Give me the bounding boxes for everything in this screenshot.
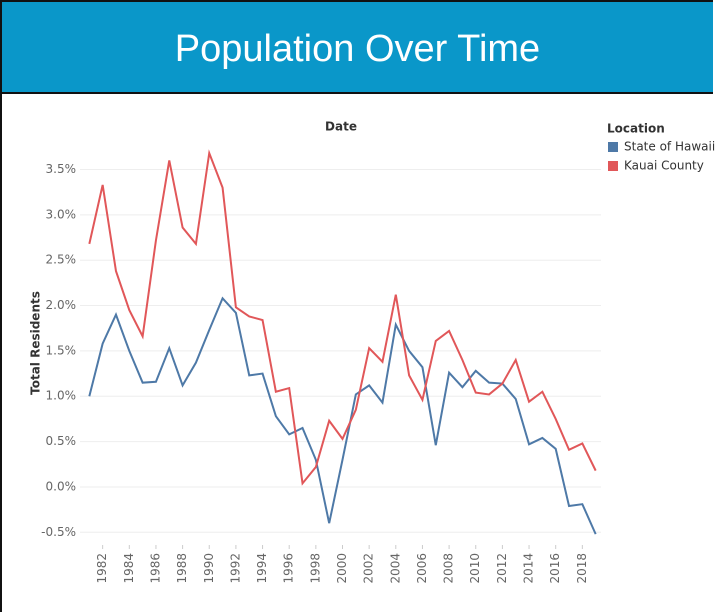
y-tick-label: 1.5% [46, 343, 77, 357]
y-tick-label: -0.5% [41, 525, 76, 539]
y-tick-label: 2.0% [46, 298, 77, 312]
x-tick-label: 2014 [522, 553, 536, 584]
x-tick-label: 1984 [122, 553, 136, 584]
x-tick-label: 1986 [148, 553, 162, 584]
y-tick-label: 1.0% [46, 389, 77, 403]
legend-label: State of Hawaii [624, 140, 715, 154]
x-tick-label: 2008 [442, 553, 456, 584]
y-tick-label: 0.5% [46, 434, 77, 448]
x-tick-label: 1998 [308, 553, 322, 584]
y-tick-label: 0.0% [46, 479, 77, 493]
series-line [88, 149, 597, 486]
y-tick-label: 3.5% [46, 162, 77, 176]
x-axis-label: Date [325, 120, 357, 134]
header-title: Population Over Time [0, 0, 713, 94]
legend-label: Kauai County [624, 159, 704, 173]
legend-swatch [608, 161, 618, 171]
x-tick-label: 2012 [495, 553, 509, 584]
border [0, 92, 2, 612]
x-tick-label: 2000 [335, 553, 349, 584]
y-tick-label: 3.0% [46, 207, 77, 221]
series-line [88, 296, 597, 535]
legend-title: Location [607, 122, 665, 136]
legend-swatch [608, 142, 618, 152]
x-tick-label: 1988 [175, 553, 189, 584]
x-tick-label: 1992 [228, 553, 242, 584]
x-tick-label: 1996 [282, 553, 296, 584]
x-tick-label: 2004 [388, 553, 402, 584]
x-tick-label: 1994 [255, 553, 269, 584]
x-tick-label: 2010 [468, 553, 482, 584]
x-tick-label: 2018 [575, 553, 589, 584]
y-tick-label: 2.5% [46, 253, 77, 267]
x-tick-label: 1982 [95, 553, 109, 584]
y-axis-label: Total Residents [29, 291, 43, 395]
x-tick-label: 2002 [362, 553, 376, 584]
x-tick-label: 1990 [202, 553, 216, 584]
x-tick-label: 2006 [415, 553, 429, 584]
x-tick-label: 2016 [548, 553, 562, 584]
